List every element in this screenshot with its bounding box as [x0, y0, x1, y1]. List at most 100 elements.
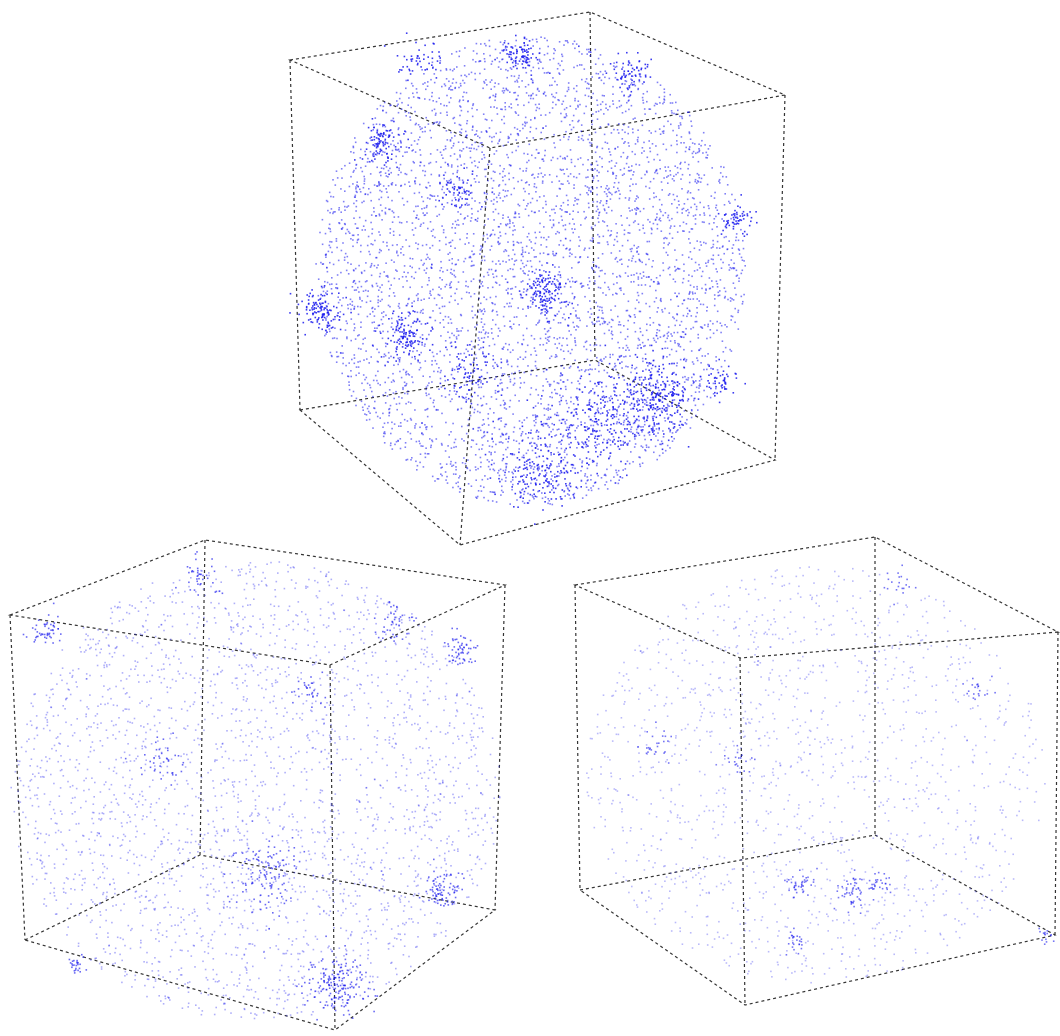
particle [565, 194, 568, 197]
particle [734, 287, 736, 289]
particle [483, 259, 486, 262]
particle [387, 337, 390, 340]
particle [321, 313, 324, 315]
particle [569, 105, 572, 107]
particle [552, 77, 554, 79]
particle [716, 320, 718, 323]
particle [502, 50, 505, 52]
particle [578, 236, 580, 238]
particle [399, 438, 402, 440]
particle [565, 130, 567, 133]
particle [653, 451, 655, 454]
particle [355, 397, 358, 400]
particle [634, 84, 637, 87]
particle [623, 229, 626, 231]
particle [397, 111, 400, 114]
particle [526, 283, 529, 285]
particle [515, 112, 517, 114]
particle [652, 177, 655, 180]
particle [449, 178, 452, 181]
particle [382, 311, 385, 313]
particle [354, 137, 356, 139]
particle [406, 345, 408, 348]
particle [414, 358, 416, 360]
particle [615, 65, 618, 68]
particle [369, 300, 372, 302]
particle [477, 429, 479, 432]
particle [511, 287, 514, 290]
particle [562, 183, 564, 185]
particle [644, 438, 646, 441]
particle [606, 468, 608, 471]
particle [682, 376, 684, 379]
particle [717, 254, 720, 256]
particle [422, 375, 424, 377]
particle [512, 244, 515, 247]
particle [641, 152, 643, 154]
particle [321, 314, 324, 316]
particle [566, 155, 569, 158]
particle [415, 88, 418, 90]
particle [659, 159, 661, 161]
particle [329, 351, 332, 354]
particle [412, 335, 415, 337]
particle [527, 274, 529, 276]
particle [497, 335, 499, 337]
particle [388, 357, 390, 359]
particle [597, 286, 600, 289]
particle [391, 199, 393, 202]
particle [556, 355, 558, 358]
particle [394, 443, 396, 446]
particle [603, 320, 605, 323]
particle [665, 148, 668, 151]
particle [493, 85, 496, 88]
particle [606, 225, 609, 227]
particle [649, 344, 651, 347]
particle [421, 432, 423, 434]
particle [627, 239, 629, 242]
particle [509, 222, 511, 225]
particle [362, 122, 365, 125]
particle [740, 228, 742, 231]
particle [389, 404, 392, 407]
particle [363, 359, 365, 361]
particle [478, 386, 480, 389]
particle [616, 282, 618, 284]
particle [363, 178, 366, 180]
particle [419, 361, 421, 364]
particle [661, 311, 664, 313]
particle [518, 442, 521, 445]
particle [492, 229, 494, 231]
particle [496, 107, 498, 109]
particle [375, 282, 378, 285]
particle [642, 207, 645, 210]
particle [580, 224, 582, 226]
particle [520, 281, 523, 283]
particle [573, 175, 575, 178]
particle [396, 105, 398, 107]
particle [498, 243, 500, 246]
particle [558, 271, 561, 273]
particle [326, 293, 328, 296]
particle [425, 394, 428, 397]
particle [597, 423, 599, 426]
particle [615, 469, 617, 472]
particle [480, 283, 482, 285]
particle [506, 153, 508, 156]
particle [377, 137, 380, 140]
particle [505, 423, 508, 426]
particle [632, 118, 635, 120]
particle [659, 299, 662, 301]
particle [460, 407, 463, 410]
particle [641, 124, 644, 127]
particle [655, 297, 658, 299]
particle [339, 299, 341, 301]
particle [512, 240, 515, 243]
particle [511, 471, 513, 474]
particle [400, 341, 402, 343]
particle [453, 446, 455, 449]
particle [685, 327, 687, 330]
particle [491, 286, 494, 289]
particle [455, 204, 457, 206]
particle [642, 275, 645, 277]
